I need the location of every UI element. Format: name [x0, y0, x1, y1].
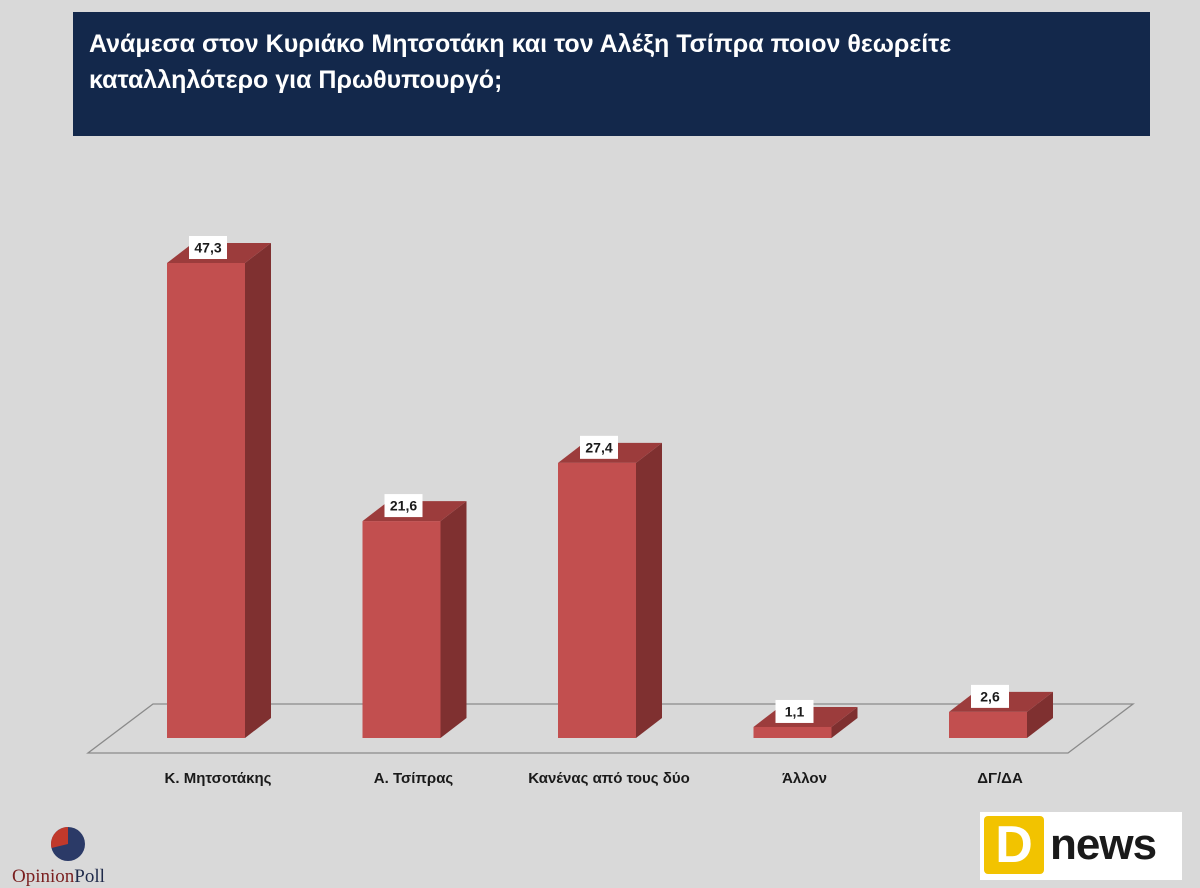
bar-side [440, 501, 467, 738]
data-label-box [384, 494, 423, 518]
dnews-logo-word: news [1050, 820, 1157, 869]
opinionpoll-logo-icon [51, 827, 85, 861]
category-label: Άλλον [782, 770, 827, 787]
opinionpoll-logo: OpinionPoll [12, 822, 142, 887]
title-line-2: καταλληλότερο για Πρωθυπουργό; [89, 66, 503, 94]
data-label: 1,1 [785, 703, 805, 719]
data-label-box [580, 435, 618, 459]
bar-side [831, 706, 858, 738]
chart-floor [86, 703, 1135, 754]
bar [362, 521, 441, 738]
bar-side [245, 243, 271, 738]
data-label-box [189, 236, 227, 259]
data-label: 27,4 [585, 439, 612, 455]
dnews-logo: D news [980, 812, 1182, 880]
data-label-box [971, 684, 1009, 708]
bar-side [1027, 691, 1053, 738]
chart-title: Ανάμεσα στον Κυριάκο Μητσοτάκη και τον Α… [89, 26, 1134, 98]
opinionpoll-logo-text: OpinionPoll [12, 866, 105, 887]
data-label: 21,6 [390, 498, 417, 514]
bar [167, 263, 245, 738]
data-label-box [775, 699, 814, 723]
data-label: 47,3 [194, 240, 221, 256]
bar-side [636, 442, 662, 738]
category-label: Α. Τσίπρας [374, 770, 454, 787]
bar [949, 711, 1027, 738]
title-banner: Ανάμεσα στον Κυριάκο Μητσοτάκη και τον Α… [73, 12, 1150, 136]
bar [558, 462, 636, 738]
category-label: Κ. Μητσοτάκης [165, 770, 272, 787]
data-label: 2,6 [980, 688, 1000, 704]
bar-chart: 47,3 Κ. Μητσοτάκης 21,6 Α. Τσίπρας 27,4 Κανέν… [86, 236, 1135, 787]
dnews-logo-letter: D [984, 816, 1044, 874]
category-label: ΔΓ/ΔΑ [977, 770, 1023, 787]
title-line-1: Ανάμεσα στον Κυριάκο Μητσοτάκη και τον Α… [89, 30, 952, 58]
bar [753, 726, 832, 738]
category-label: Κανένας από τους δύο [528, 770, 690, 787]
